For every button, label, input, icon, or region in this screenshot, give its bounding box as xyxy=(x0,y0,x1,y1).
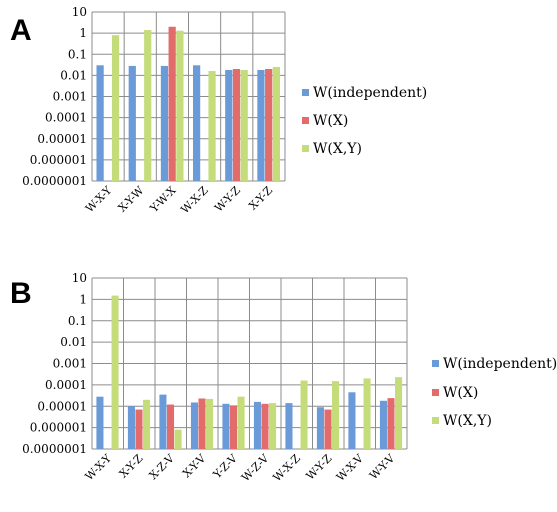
bar-w-x-x-z-v xyxy=(166,404,175,449)
legend-swatch-w-x xyxy=(302,117,309,124)
bar-w-x-w-y-z xyxy=(324,409,332,449)
x-tick-label: W-X-V xyxy=(334,451,367,484)
bar-w-x-y-w-x-v xyxy=(363,378,371,449)
bar-w-x-y-w-x-z xyxy=(208,71,216,181)
bar-w-independent-w-x-z xyxy=(193,65,201,181)
x-tick-label: W-X-Z xyxy=(178,184,211,217)
bar-w-x-y-w-z-v xyxy=(269,403,277,449)
legend-label: W(independent) xyxy=(313,85,427,101)
y-tick-label: 0.0000001 xyxy=(22,442,87,456)
y-tick-label: 0.00001 xyxy=(37,399,87,413)
x-tick-label: W-Z-V xyxy=(239,451,272,484)
legend-swatch-w-x-y xyxy=(302,145,309,152)
bar-w-x-x-y-z xyxy=(135,409,143,449)
x-tick-label: X-Y-V xyxy=(180,451,209,480)
bar-w-x-y-z-v xyxy=(229,405,238,449)
legend-label: W(X) xyxy=(313,113,348,129)
panel-a: A 10 1 0.1 0.01 0.001 0.0001 0.00001 0.000001 0.… xyxy=(10,5,427,216)
y-tick-label: 0.000001 xyxy=(30,421,87,435)
bar-w-x-y-y-w-x xyxy=(176,30,184,182)
legend-swatch-w-x xyxy=(432,389,439,396)
bar-w-x-w-y-z xyxy=(232,69,241,181)
x-tick-label: Y-W-X xyxy=(147,184,179,216)
legend-swatch-w-independent xyxy=(432,360,439,367)
bar-w-x-y-y-z-v xyxy=(237,396,245,449)
y-tick-label: 0.0001 xyxy=(45,111,87,125)
y-tick-label: 0.0001 xyxy=(45,378,87,392)
bar-w-independent-w-x-y xyxy=(96,65,104,181)
y-tick-label: 10 xyxy=(72,271,87,285)
bar-w-independent-y-w-x xyxy=(160,65,169,181)
bar-w-independent-x-y-v xyxy=(190,402,198,449)
bar-w-independent-x-y-w xyxy=(128,65,136,181)
legend-label: W(X,Y) xyxy=(443,413,492,429)
bar-w-independent-x-z-v xyxy=(159,394,167,449)
x-tick-label: W-Y-Z xyxy=(212,184,243,215)
y-tick-label: 0.0000001 xyxy=(22,174,87,188)
x-tick-label: W-X-Z xyxy=(271,452,304,485)
bar-w-independent-w-x-z xyxy=(285,403,293,449)
x-tick-label: W-Y-V xyxy=(367,451,398,482)
panel-b: B 10 1 0.1 0.01 0.001 0.0001 0.00001 0.000001 0.… xyxy=(10,271,557,484)
bar-w-x-y-x-y-z xyxy=(143,399,151,449)
x-tick-label: X-Y-Z xyxy=(117,452,146,481)
bar-w-x-y-x-z-v xyxy=(174,429,182,449)
legend-label: W(independent) xyxy=(443,356,557,372)
y-tick-label: 0.001 xyxy=(53,357,87,371)
panel-letter-a: A xyxy=(10,14,32,47)
y-tick-label: 0.1 xyxy=(68,47,87,61)
legend-swatch-w-x-y xyxy=(432,417,439,424)
bar-w-x-y-x-y-z xyxy=(272,66,280,181)
bar-w-independent-w-y-v xyxy=(379,400,387,449)
x-tick-label: W-X-Y xyxy=(83,451,115,483)
y-tick-label: 1 xyxy=(79,292,87,306)
bar-w-independent-y-z-v xyxy=(222,403,230,449)
bar-w-independent-w-y-z xyxy=(225,69,233,181)
y-tick-label: 1 xyxy=(79,26,87,40)
x-tick-label: X-Y-Z xyxy=(246,184,275,213)
y-tick-label: 0.00001 xyxy=(37,132,87,146)
y-tick-label: 10 xyxy=(72,5,87,19)
x-tick-label: X-Z-V xyxy=(147,451,178,482)
bar-w-x-y-w-x-z xyxy=(300,380,308,449)
bar-w-independent-x-y-z xyxy=(127,406,135,449)
bar-w-x-x-y-v xyxy=(198,398,206,449)
y-tick-label: 0.001 xyxy=(53,90,87,104)
y-tick-label: 0.01 xyxy=(60,335,87,349)
x-tick-label: W-X-Y xyxy=(83,183,115,215)
x-tick-label: W-Y-Z xyxy=(304,452,335,483)
y-tick-label: 0.1 xyxy=(68,314,87,328)
legend-swatch-w-independent xyxy=(302,89,309,96)
legend-label: W(X) xyxy=(443,385,478,401)
bar-w-independent-x-y-z xyxy=(257,69,265,181)
bar-w-x-y-x-y-w xyxy=(144,30,152,182)
bar-w-independent-w-x-y xyxy=(96,396,104,449)
bar-w-x-x-y-z xyxy=(265,69,273,181)
bar-w-x-y-w-x-y xyxy=(111,35,120,181)
bar-w-x-y-w-x xyxy=(168,26,176,181)
y-tick-label: 0.01 xyxy=(60,68,87,82)
x-tick-label: Y-Z-V xyxy=(210,451,241,482)
bar-w-x-w-z-v xyxy=(261,403,269,449)
legend-label: W(X,Y) xyxy=(313,141,362,157)
bar-w-x-y-w-y-z xyxy=(332,381,340,449)
bar-w-x-y-w-x-y xyxy=(111,295,119,449)
x-tick-label: X-Y-W xyxy=(116,183,147,214)
y-tick-label: 0.000001 xyxy=(30,153,87,167)
bar-w-x-w-y-v xyxy=(387,398,395,449)
bar-w-x-y-w-y-v xyxy=(395,377,403,449)
bar-w-independent-w-y-z xyxy=(316,407,324,449)
bar-w-independent-w-z-v xyxy=(253,401,261,449)
bar-w-x-y-x-y-v xyxy=(206,398,214,449)
bar-w-independent-w-x-v xyxy=(348,392,356,449)
bar-w-x-y-w-y-z xyxy=(240,69,248,181)
panel-letter-b: B xyxy=(10,277,32,310)
